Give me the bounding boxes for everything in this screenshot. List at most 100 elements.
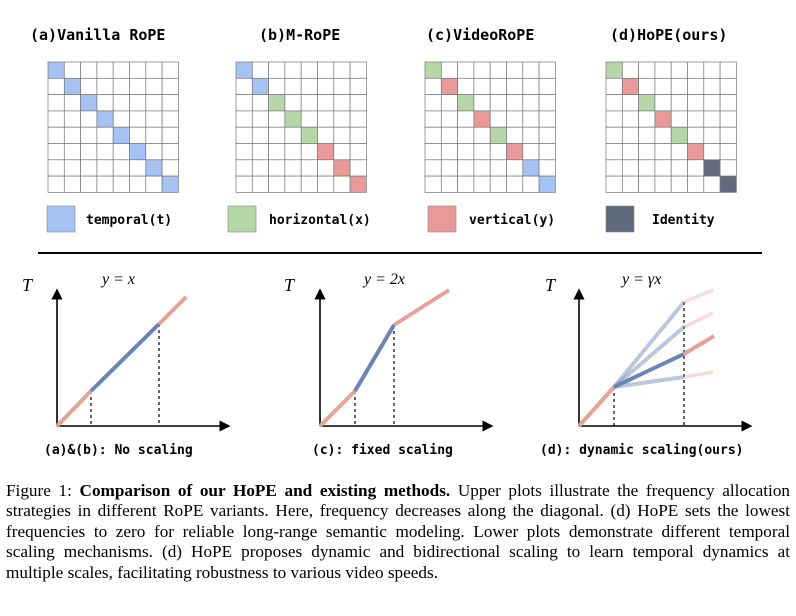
grid-cell: [506, 61, 524, 79]
grid-cell: [47, 110, 65, 128]
grid-cell-diagonal: [251, 77, 269, 95]
scaled-segment: [353, 323, 396, 393]
grid-cell: [538, 159, 556, 177]
equation-label: y = x: [100, 271, 135, 288]
grid-cell: [506, 77, 524, 95]
panel-title-b: (b)M-RoPE: [259, 26, 340, 44]
axis-label-t: T: [22, 275, 34, 295]
grid-cell: [112, 143, 130, 161]
grid-cell: [145, 126, 163, 144]
grid-cell: [161, 61, 179, 79]
grid-cell: [63, 143, 81, 161]
plot-caption: (d): dynamic scaling(ours): [540, 443, 744, 458]
grid-cell: [440, 175, 458, 193]
figure-caption: Figure 1: Comparison of our HoPE and exi…: [6, 481, 790, 583]
grid-cell: [80, 110, 98, 128]
grid-cell: [333, 94, 351, 112]
legend-swatch-vertical: [427, 205, 457, 233]
grid-cell: [473, 77, 491, 95]
grid-cell: [284, 126, 302, 144]
grid-cell: [605, 77, 623, 95]
grid-cell: [440, 159, 458, 177]
grid-cell: [506, 110, 524, 128]
grid-cell: [621, 110, 639, 128]
grid-cell: [317, 110, 335, 128]
grid-cell: [63, 175, 81, 193]
grid-cell: [317, 159, 335, 177]
grid-cell: [300, 61, 318, 79]
grid-cell: [251, 94, 269, 112]
grid-cell: [489, 77, 507, 95]
grid-cell: [235, 110, 253, 128]
grid-cell: [638, 110, 656, 128]
grid-cell: [457, 159, 475, 177]
grid-cell: [703, 175, 721, 193]
grid-cell: [538, 126, 556, 144]
grid-cell: [251, 143, 269, 161]
grid-cell: [96, 77, 114, 95]
grid-cell: [621, 94, 639, 112]
grid-cell: [719, 77, 737, 95]
grid-cell: [317, 175, 335, 193]
grid-cell-diagonal: [473, 110, 491, 128]
grid-cell: [703, 61, 721, 79]
grid-cell: [473, 159, 491, 177]
grid-cell: [473, 126, 491, 144]
grid-cell: [687, 77, 705, 95]
grid-cell: [235, 159, 253, 177]
caption-label: Figure 1:: [6, 481, 72, 500]
unscaled-segment: [392, 288, 451, 327]
grid-cell-diagonal: [424, 61, 442, 79]
grid-cell: [251, 175, 269, 193]
grid-cell-diagonal: [300, 126, 318, 144]
grid-cell: [268, 159, 286, 177]
grid-cell: [719, 126, 737, 144]
grid-cell: [129, 126, 147, 144]
grid-cell: [440, 126, 458, 144]
grid-cell: [670, 61, 688, 79]
grid-cell: [333, 143, 351, 161]
grid-cell: [145, 175, 163, 193]
grid-cell: [63, 159, 81, 177]
grid-cell: [112, 175, 130, 193]
grid-cell: [719, 143, 737, 161]
grid-cell: [522, 110, 540, 128]
plot-caption: (a)&(b): No scaling: [44, 443, 193, 458]
grid-cell: [719, 159, 737, 177]
grid-cell: [621, 143, 639, 161]
axis-label-t: T: [284, 275, 296, 295]
grid-cell: [489, 159, 507, 177]
grid-cell: [333, 110, 351, 128]
grid-cell: [703, 126, 721, 144]
grid-cell: [522, 175, 540, 193]
grid-cell: [284, 77, 302, 95]
grid-cell: [129, 110, 147, 128]
grid-cell-diagonal: [63, 77, 81, 95]
grid-cell-diagonal: [333, 159, 351, 177]
grid-cell: [489, 110, 507, 128]
grid-cell: [473, 175, 491, 193]
grid-cell: [687, 159, 705, 177]
grid-cell: [80, 77, 98, 95]
grid-cell: [538, 94, 556, 112]
panel-title-a: (a)Vanilla RoPE: [30, 26, 165, 44]
grid-cell: [145, 77, 163, 95]
grid-cell: [251, 126, 269, 144]
grid-cell: [80, 61, 98, 79]
grid-cell: [145, 94, 163, 112]
grid-cell: [268, 175, 286, 193]
grid-cell-diagonal: [489, 126, 507, 144]
grid-cell: [457, 143, 475, 161]
grid-cell: [424, 126, 442, 144]
grid-cell: [654, 126, 672, 144]
grid-cell-diagonal: [80, 94, 98, 112]
grid-cell: [129, 94, 147, 112]
grid-cell-diagonal: [538, 175, 556, 193]
frequency-grid-vanilla: [47, 61, 179, 193]
grid-cell: [333, 175, 351, 193]
grid-cell-diagonal: [605, 61, 623, 79]
grid-cell: [638, 61, 656, 79]
grid-cell-diagonal: [638, 94, 656, 112]
grid-cell: [654, 61, 672, 79]
grid-cell: [284, 175, 302, 193]
